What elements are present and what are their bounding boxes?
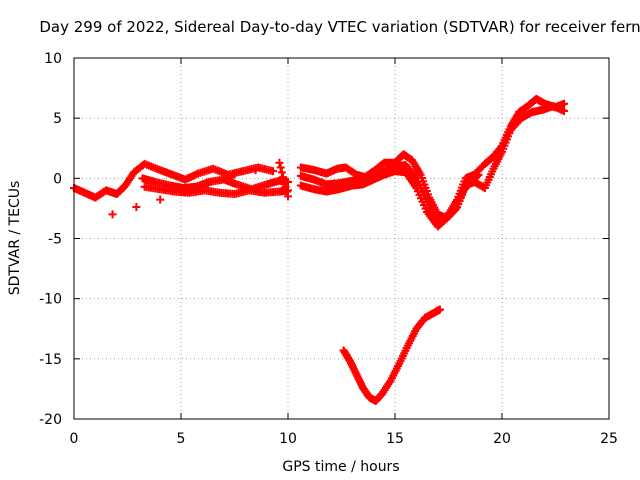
data-point	[279, 173, 288, 182]
y-axis-ticks: 10 5 0 -5 -10 -15 -20	[39, 51, 609, 428]
y-tick-label: 5	[53, 111, 62, 127]
chart-title: Day 299 of 2022, Sidereal Day-to-day VTE…	[39, 18, 640, 36]
data-point	[132, 203, 141, 212]
gridlines	[74, 58, 609, 419]
y-tick-label: -5	[48, 232, 62, 248]
data-point	[281, 182, 290, 191]
data-point	[251, 166, 260, 175]
data-points	[70, 94, 569, 405]
data-point	[282, 187, 291, 196]
data-point	[275, 158, 284, 167]
data-point	[203, 180, 212, 189]
y-tick-label: 0	[53, 171, 62, 187]
y-tick-label: -20	[39, 412, 62, 428]
series-low-arc	[339, 305, 444, 405]
data-point	[180, 188, 189, 197]
y-tick-label: -15	[39, 352, 62, 368]
x-axis-ticks: 0 5 10 15 20 25	[70, 58, 618, 447]
data-point	[277, 168, 286, 177]
x-tick-label: 15	[386, 431, 404, 447]
x-tick-label: 0	[70, 431, 79, 447]
data-point	[276, 163, 285, 172]
data-point	[284, 192, 292, 201]
series-midday-c	[296, 102, 569, 231]
data-point	[560, 106, 569, 115]
data-point	[156, 195, 165, 204]
y-tick-label: 10	[44, 51, 62, 67]
data-point	[435, 305, 444, 314]
data-point	[108, 210, 117, 219]
series-main-band-a	[70, 159, 278, 202]
x-tick-label: 25	[600, 431, 618, 447]
data-point	[451, 204, 460, 213]
data-point	[280, 177, 289, 186]
x-tick-label: 5	[177, 431, 186, 447]
y-axis-label: SDTVAR / TECUs	[7, 181, 23, 296]
series-isolated-points	[108, 158, 292, 219]
data-point	[269, 167, 278, 176]
data-point	[227, 173, 236, 182]
series-main-band-c	[140, 182, 292, 198]
y-tick-label: -10	[39, 292, 62, 308]
data-point	[560, 99, 569, 108]
x-tick-label: 20	[493, 431, 511, 447]
x-axis-label: GPS time / hours	[282, 459, 399, 475]
x-tick-label: 10	[279, 431, 297, 447]
